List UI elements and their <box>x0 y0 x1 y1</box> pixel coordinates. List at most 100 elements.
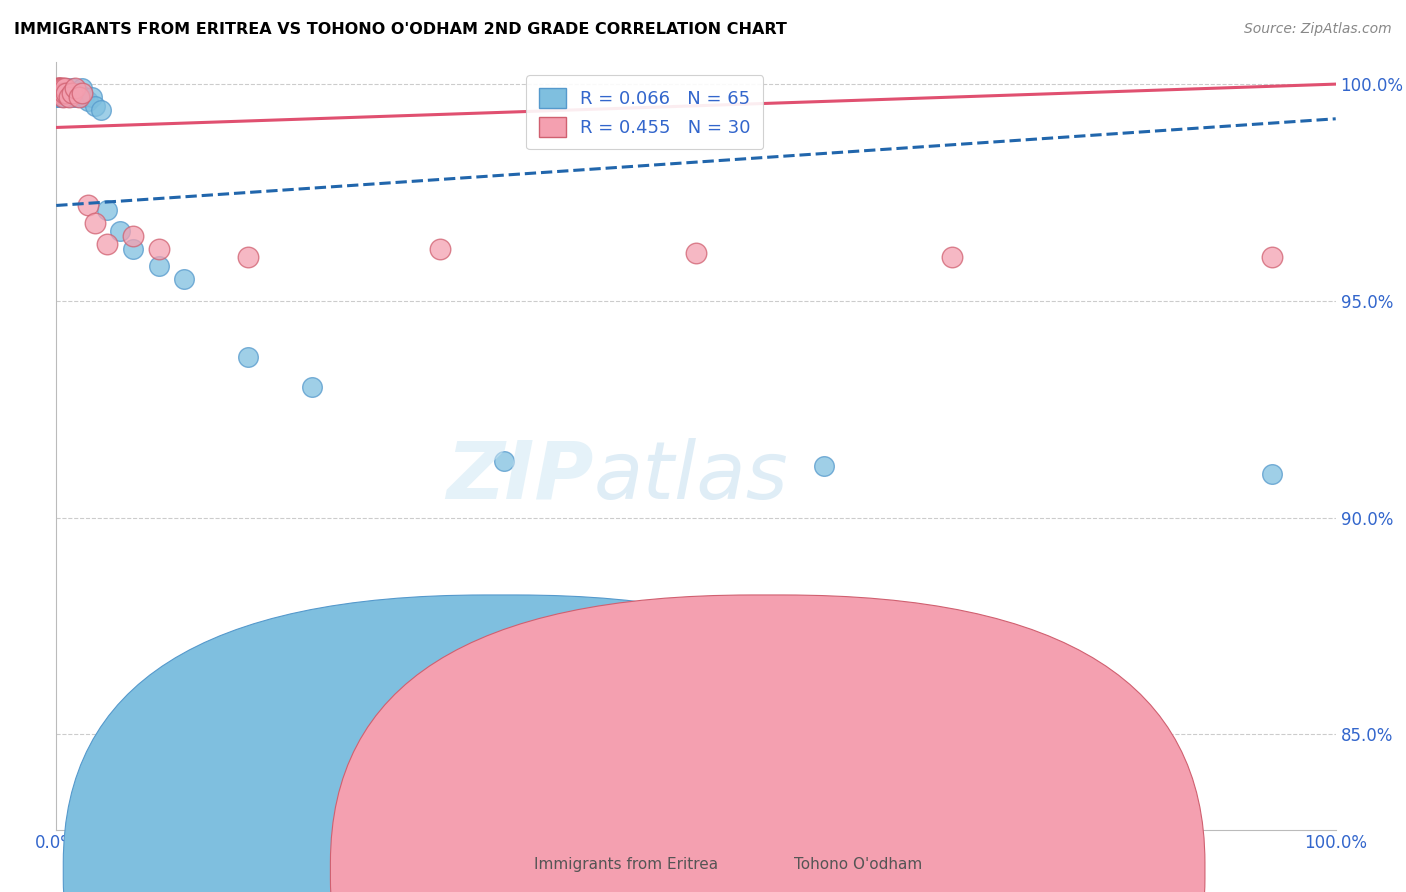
Point <box>941 251 963 265</box>
Point <box>52 90 75 104</box>
Point <box>51 86 73 100</box>
Point <box>52 81 75 95</box>
Point <box>148 259 170 273</box>
Point <box>46 86 69 100</box>
Point <box>1261 251 1284 265</box>
Point <box>48 81 70 95</box>
Point <box>46 81 69 95</box>
Point <box>236 251 260 265</box>
Point <box>236 350 260 364</box>
Text: Source: ZipAtlas.com: Source: ZipAtlas.com <box>1244 22 1392 37</box>
Point <box>46 90 69 104</box>
Point <box>46 81 69 95</box>
Point <box>60 81 83 95</box>
Point <box>56 90 79 104</box>
Text: atlas: atlas <box>593 438 789 516</box>
Point <box>70 86 93 100</box>
Point <box>49 86 72 100</box>
Point <box>49 86 72 100</box>
Point <box>52 86 75 100</box>
Point <box>48 81 70 95</box>
Point <box>1261 467 1284 482</box>
Point <box>49 90 72 104</box>
Point <box>73 90 96 104</box>
Point <box>49 81 72 95</box>
Point <box>46 86 69 100</box>
Point <box>46 81 69 95</box>
Point <box>53 81 76 95</box>
Point <box>96 237 118 252</box>
Point <box>52 86 75 100</box>
Point <box>67 86 90 100</box>
Text: Immigrants from Eritrea: Immigrants from Eritrea <box>534 857 718 872</box>
Point <box>301 380 323 394</box>
Point <box>80 90 103 104</box>
Point <box>48 81 70 95</box>
Point <box>46 86 69 100</box>
Point <box>48 81 70 95</box>
Point <box>52 81 75 95</box>
Point <box>96 202 118 217</box>
Point <box>51 81 73 95</box>
Point <box>48 86 70 100</box>
Point <box>77 95 100 109</box>
Point <box>49 86 72 100</box>
Point <box>48 86 70 100</box>
Point <box>51 90 73 104</box>
Point <box>48 81 70 95</box>
Point <box>55 86 77 100</box>
Point <box>429 242 451 256</box>
Point <box>46 81 69 95</box>
Point <box>48 86 70 100</box>
Point <box>49 81 72 95</box>
Point <box>70 81 93 95</box>
Point <box>49 90 72 104</box>
Point <box>52 90 75 104</box>
Point <box>65 81 87 95</box>
Point <box>173 272 195 286</box>
Point <box>46 81 69 95</box>
Point <box>67 90 90 104</box>
Point <box>77 198 100 212</box>
Point <box>48 86 70 100</box>
Point <box>63 90 86 104</box>
Point <box>58 90 80 104</box>
Point <box>65 86 87 100</box>
Point <box>122 242 145 256</box>
Point <box>83 216 105 230</box>
Point <box>110 224 132 238</box>
Text: IMMIGRANTS FROM ERITREA VS TOHONO O'ODHAM 2ND GRADE CORRELATION CHART: IMMIGRANTS FROM ERITREA VS TOHONO O'ODHA… <box>14 22 787 37</box>
Point <box>62 86 84 100</box>
Point <box>49 81 72 95</box>
Point <box>685 246 707 260</box>
Point <box>51 86 73 100</box>
Point <box>48 90 70 104</box>
Point <box>492 454 515 468</box>
Point <box>53 86 76 100</box>
Point <box>52 86 75 100</box>
Point <box>58 86 80 100</box>
Point <box>48 90 70 104</box>
Text: ZIP: ZIP <box>446 438 593 516</box>
Point <box>83 99 105 113</box>
Point <box>52 86 75 100</box>
Point <box>51 86 73 100</box>
Point <box>48 86 70 100</box>
Text: Tohono O'odham: Tohono O'odham <box>794 857 922 872</box>
Legend: R = 0.066   N = 65, R = 0.455   N = 30: R = 0.066 N = 65, R = 0.455 N = 30 <box>526 75 763 149</box>
Point <box>813 458 835 473</box>
Point <box>66 90 89 104</box>
Point <box>148 242 170 256</box>
Point <box>46 86 69 100</box>
Point <box>51 81 73 95</box>
Point <box>55 86 77 100</box>
Point <box>122 228 145 243</box>
Point <box>90 103 112 117</box>
Point <box>60 86 83 100</box>
Point <box>46 86 69 100</box>
Point <box>51 86 73 100</box>
Point <box>48 86 70 100</box>
Point <box>49 86 72 100</box>
Point <box>55 81 77 95</box>
Point <box>53 81 76 95</box>
